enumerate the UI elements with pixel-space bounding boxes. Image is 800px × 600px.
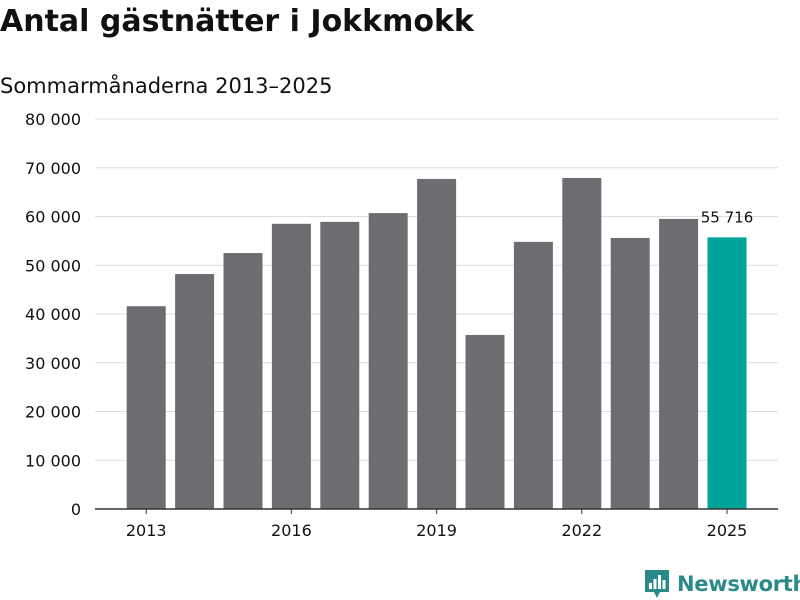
x-tick-label: 2022 xyxy=(561,521,602,540)
y-tick-label: 30 000 xyxy=(25,354,81,373)
y-tick-label: 70 000 xyxy=(25,159,81,178)
bar-2014 xyxy=(175,274,215,509)
y-tick-label: 80 000 xyxy=(25,110,81,129)
bar-2022 xyxy=(562,177,602,510)
bar-2024 xyxy=(659,218,699,509)
y-tick-label: 60 000 xyxy=(25,208,81,227)
y-tick-label: 0 xyxy=(71,500,81,519)
brand-logo: Newsworthy xyxy=(643,568,800,600)
bar-2021 xyxy=(513,241,553,509)
bar-2020 xyxy=(465,334,505,509)
bar-2018 xyxy=(368,213,408,509)
y-tick-label: 40 000 xyxy=(25,305,81,324)
bar-2019 xyxy=(417,178,457,509)
chart-title: Antal gästnätter i Jokkmokk xyxy=(0,4,474,39)
x-tick-label: 2016 xyxy=(271,521,312,540)
y-tick-label: 50 000 xyxy=(25,256,81,275)
brand-name: Newsworthy xyxy=(677,572,800,596)
bar-2015 xyxy=(223,253,263,509)
bar-2023 xyxy=(610,237,650,509)
bar-2025 xyxy=(707,237,747,509)
bar-2013 xyxy=(126,306,166,509)
y-tick-label: 10 000 xyxy=(25,451,81,470)
bar-2016 xyxy=(271,223,311,509)
chart-subtitle: Sommarmånaderna 2013–2025 xyxy=(0,74,333,98)
x-tick-label: 2025 xyxy=(707,521,748,540)
bar-2017 xyxy=(320,221,360,510)
x-tick-label: 2013 xyxy=(126,521,167,540)
x-tick-label: 2019 xyxy=(416,521,457,540)
newsworthy-logo-icon xyxy=(645,570,669,598)
y-tick-label: 20 000 xyxy=(25,403,81,422)
data-label: 55 716 xyxy=(701,208,754,226)
